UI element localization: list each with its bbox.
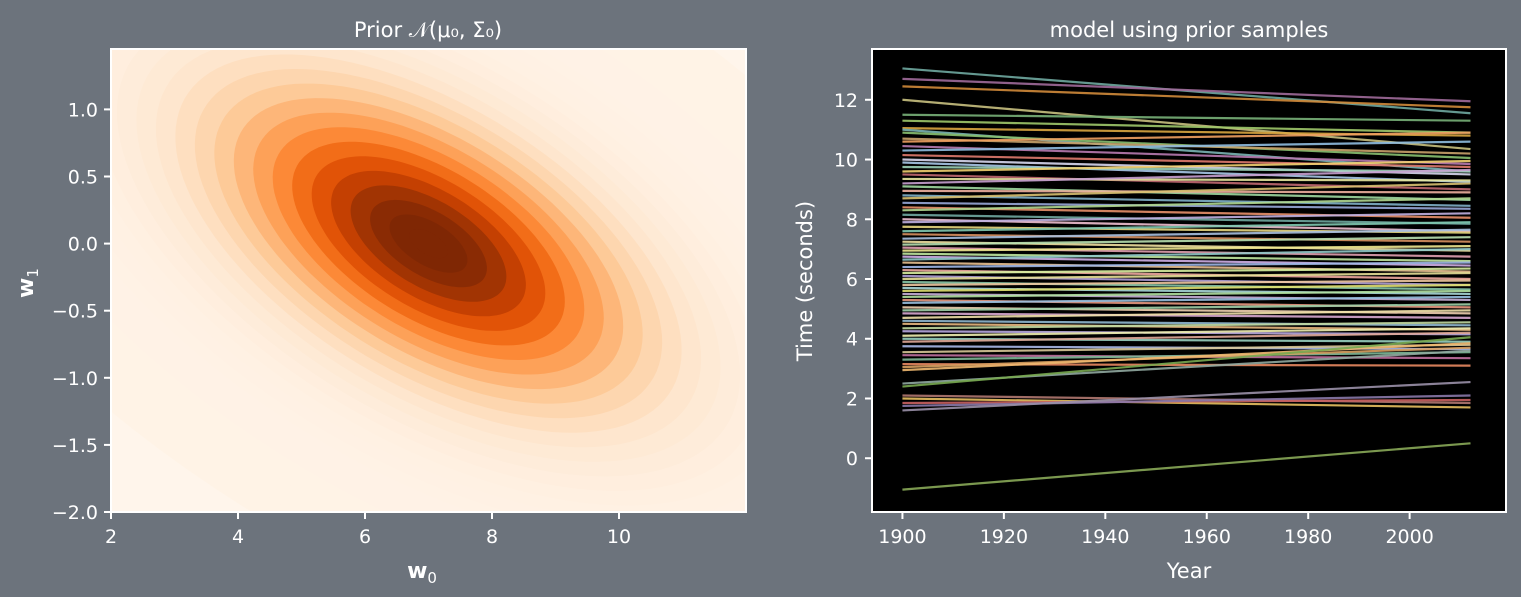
sample-line [902,177,1471,182]
x-tick-label: 1920 [980,526,1028,548]
sample-line [902,113,1471,122]
sample-line [902,182,1471,200]
sample-line [902,279,1471,287]
y-tick-label: −1.0 [52,368,98,390]
y-tick-label: 6 [846,269,858,291]
left-plot-frame [110,48,747,513]
right-chart-title: model using prior samples [1050,18,1329,42]
sample-line [902,309,1471,319]
sample-line [902,77,1471,103]
sample-line [902,327,1471,337]
sample-line [902,312,1471,319]
contour-level [409,229,448,259]
x-tick-label: 1900 [878,526,926,548]
y-tick-label: 12 [834,90,858,112]
sample-line [902,153,1471,169]
y-tick-label: 10 [834,150,858,172]
sample-line [902,165,1471,173]
sample-line [902,283,1471,293]
x-tick-label: 2 [105,526,117,548]
sample-line [902,321,1471,330]
sample-line [902,245,1471,252]
y-tick-label: −1.5 [52,435,98,457]
sample-line [902,397,1471,409]
x-tick-label: 4 [232,526,244,548]
right-y-axis-label: Time (seconds) [793,201,817,362]
sample-line [902,228,1471,240]
y-tick-label: 2 [846,388,858,410]
sample-line [902,336,1471,388]
right-x-axis-label: Year [1166,559,1212,583]
sample-line [902,295,1471,305]
sample-line [902,131,1471,143]
sample-line [902,201,1471,210]
sample-line [902,161,1471,184]
sample-line [902,267,1471,275]
left-y-axis: −2.0 −1.5 −1.0 −0.5 0.0 0.5 1.0 [52,99,111,524]
left-x-axis-label: w0 [407,559,437,587]
right-x-axis: 1900 1920 1940 1960 1980 2000 [878,512,1434,548]
left-chart: Prior 𝒩(μ₀, Σ₀) 2 4 6 8 10 −2.0 −1.5 −1.0 −0.5 0… [14,18,747,587]
sample-line [902,289,1471,299]
sample-line [902,380,1471,412]
sample-line [902,233,1471,243]
sample-line [902,236,1471,246]
left-contour-fills [111,49,746,491]
x-tick-label: 8 [486,526,498,548]
y-tick-label: 0 [846,448,858,470]
sample-line [902,261,1471,269]
sample-line [902,212,1471,224]
sample-line [902,168,1471,185]
sample-line [902,197,1471,212]
sample-line [902,213,1471,225]
x-tick-label: 2000 [1385,526,1433,548]
left-x-axis: 2 4 6 8 10 [105,512,631,548]
y-tick-label: 1.0 [68,99,98,121]
y-tick-label: 0.0 [68,234,98,256]
sample-line [902,303,1471,312]
x-tick-label: 1980 [1284,526,1332,548]
sample-line [902,85,1471,109]
sample-line [902,331,1471,343]
right-plot-frame [871,48,1507,513]
x-tick-label: 1940 [1081,526,1129,548]
sample-line [902,442,1471,491]
right-y-axis: 0 2 4 6 8 10 12 [834,90,872,470]
y-tick-label: −0.5 [52,301,98,323]
sample-line [902,394,1471,408]
sample-line [902,319,1471,327]
sample-line [902,252,1471,263]
sample-line [902,185,1471,201]
y-tick-label: 4 [846,329,858,351]
x-tick-label: 6 [359,526,371,548]
sample-line [902,248,1471,261]
sample-line [902,342,1471,372]
y-tick-label: 0.5 [68,166,98,188]
y-tick-label: −2.0 [52,502,98,524]
left-chart-title: Prior 𝒩(μ₀, Σ₀) [354,18,502,42]
x-tick-label: 1960 [1183,526,1231,548]
sample-line [902,271,1471,281]
sample-line [902,221,1471,233]
right-chart: model using prior samples 1900 1920 1940 19… [793,18,1507,583]
x-tick-label: 10 [607,526,631,548]
sample-line [902,159,1471,173]
left-y-axis-label: w1 [14,268,42,298]
sample-line [902,140,1471,152]
sample-line [902,119,1471,134]
sample-line [902,394,1471,405]
y-tick-label: 8 [846,209,858,231]
sample-line [902,98,1471,151]
sample-line [902,194,1471,207]
right-sample-lines [902,67,1471,491]
